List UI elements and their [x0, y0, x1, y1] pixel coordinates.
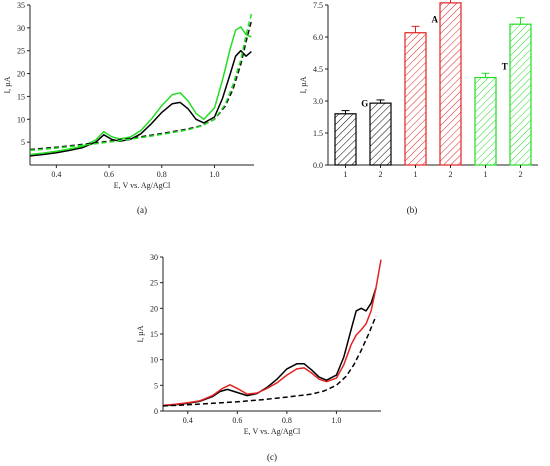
series-line-1 [29, 26, 252, 156]
y-tick-label: 5 [154, 381, 158, 390]
y-tick-label: 1.5 [313, 129, 323, 138]
x-tick-label: 1 [414, 170, 418, 179]
y-tick-label: 30 [150, 253, 158, 262]
y-tick-label: 0.0 [313, 161, 323, 170]
x-tick-label: 1.0 [209, 170, 219, 179]
panel-label: (b) [407, 205, 418, 215]
series-line-2 [162, 315, 377, 407]
bar-0 [334, 113, 357, 166]
y-tick-label: 25 [150, 279, 158, 288]
y-tick-label: 20 [17, 70, 25, 79]
series-line-1 [162, 259, 382, 407]
bar-4 [474, 76, 497, 166]
x-axis-title: E, V vs. Ag/AgCl [114, 181, 171, 190]
y-axis-title: I, µA [136, 325, 145, 342]
y-tick-label: 6.0 [313, 33, 323, 42]
bar-1 [369, 102, 392, 166]
series-line-2 [29, 20, 253, 151]
bar-3 [439, 2, 462, 166]
bar-5 [509, 23, 532, 166]
group-label-A: A [432, 14, 439, 24]
x-axis-title: E, V vs. Ag/AgCl [244, 427, 301, 436]
group-label-T: T [502, 61, 508, 71]
x-tick-label: 1 [484, 170, 488, 179]
y-tick-label: 7.5 [313, 1, 323, 10]
x-tick-label: 0.6 [232, 416, 242, 425]
y-axis-title: I, µA [3, 76, 12, 93]
x-tick-label: 0.8 [282, 416, 292, 425]
x-tick-label: 0.8 [157, 170, 167, 179]
y-tick-label: 25 [17, 47, 25, 56]
panel-c: 0.4 0.6 0.8 1.0 0 5 10 15 20 25 30 E, V vs. Ag/AgCl… [136, 253, 382, 462]
x-tick-label: 0.4 [183, 416, 193, 425]
panel-b: 0.0 1.5 3.0 4.5 6.0 7.5 I, µA 1 2 1 2 1 2 G A T (b) [299, 0, 538, 215]
x-tick-label: 0.6 [104, 170, 114, 179]
bar-2 [404, 32, 427, 166]
y-tick-label: 10 [17, 115, 25, 124]
series-line-0 [29, 49, 252, 157]
y-tick-label: 0 [154, 407, 158, 416]
x-tick-label: 2 [379, 170, 383, 179]
panel-a: 0.4 0.6 0.8 1.0 5 10 15 20 25 30 35 E, V vs. Ag/AgC… [3, 1, 254, 215]
y-axis-title: I, µA [299, 76, 308, 93]
y-tick-label: 20 [150, 304, 158, 313]
y-tick-label: 4.5 [313, 65, 323, 74]
y-tick-label: 30 [17, 24, 25, 33]
y-tick-label: 15 [17, 92, 25, 101]
x-tick-label: 2 [519, 170, 523, 179]
y-tick-label: 35 [17, 1, 25, 10]
y-tick-label: 5 [21, 138, 25, 147]
y-tick-label: 15 [150, 330, 158, 339]
x-tick-label: 1 [344, 170, 348, 179]
series-line-3 [29, 13, 253, 152]
y-tick-label: 10 [150, 356, 158, 365]
panel-label: (a) [137, 205, 147, 215]
series-line-0 [162, 287, 377, 407]
y-tick-label: 3.0 [313, 97, 323, 106]
x-tick-label: 1.0 [331, 416, 341, 425]
x-tick-label: 0.4 [51, 170, 61, 179]
x-tick-label: 2 [449, 170, 453, 179]
panel-label: (c) [267, 452, 277, 462]
group-label-G: G [361, 99, 368, 109]
